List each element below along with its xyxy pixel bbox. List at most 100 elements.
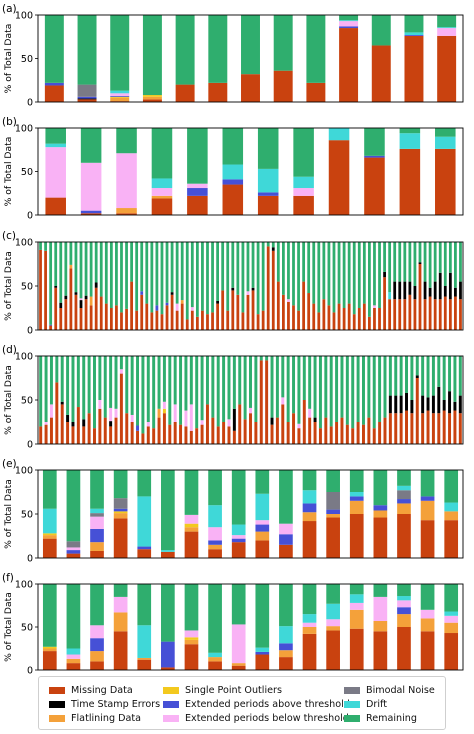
- bar-segment: [160, 242, 164, 315]
- bar-segment: [356, 422, 360, 444]
- bar-segment: [90, 513, 104, 517]
- bar-segment: [79, 300, 83, 308]
- bar-segment: [42, 470, 57, 509]
- bar-segment: [162, 401, 166, 409]
- bar-segment: [184, 637, 199, 640]
- bar-segment: [421, 413, 425, 444]
- bar-segment: [211, 312, 214, 330]
- bar-segment: [271, 250, 275, 330]
- bar-segment: [141, 433, 145, 444]
- bar-segment: [59, 308, 63, 330]
- bar-segment: [249, 407, 252, 414]
- bar-segment: [231, 542, 246, 558]
- legend-item-extended-above: Extended periods above threshold: [163, 699, 350, 710]
- bar-segment: [332, 242, 336, 313]
- bar-segment: [184, 426, 188, 444]
- bar-segment: [397, 614, 411, 627]
- bar-segment: [208, 549, 222, 558]
- bar-segment: [89, 296, 93, 306]
- bar-segment: [110, 90, 130, 94]
- bar-segment: [184, 356, 188, 411]
- bar-segment: [398, 242, 402, 282]
- bar-segment: [271, 247, 275, 251]
- bar-segment: [342, 242, 346, 308]
- bar-segment: [185, 242, 189, 320]
- bar-segment: [444, 622, 459, 634]
- bar-segment: [142, 99, 162, 102]
- bar-segment: [184, 470, 199, 515]
- bar-segment: [179, 424, 183, 444]
- bar-segment: [110, 97, 130, 102]
- bar-segment: [292, 413, 296, 444]
- bar-segment: [137, 584, 152, 626]
- bar-segment: [362, 356, 365, 425]
- bar-segment: [74, 292, 78, 295]
- bar-segment: [431, 413, 435, 444]
- bar-segment: [66, 658, 81, 664]
- bar-segment: [251, 287, 255, 291]
- bar-segment: [82, 419, 86, 427]
- bar-segment: [373, 305, 376, 308]
- bar-segment: [448, 242, 452, 273]
- y-axis-label: % of Total Data: [3, 365, 14, 435]
- bar-segment: [180, 242, 184, 301]
- bar-segment: [94, 282, 98, 288]
- y-tick-label: 50: [21, 167, 33, 178]
- bar-segment: [42, 651, 57, 670]
- bar-segment: [55, 382, 59, 444]
- bar-segment: [155, 242, 159, 306]
- y-axis-label: % of Total Data: [3, 479, 14, 549]
- bar-segment: [287, 299, 290, 302]
- bar-segment: [349, 628, 364, 670]
- bar-segment: [66, 547, 81, 551]
- bar-segment: [249, 356, 252, 408]
- bar-segment: [293, 176, 314, 189]
- bar-segment: [221, 290, 225, 330]
- bar-segment: [222, 128, 244, 165]
- bar-segment: [405, 410, 408, 444]
- bar-segment: [44, 250, 47, 330]
- bar-segment: [431, 356, 435, 396]
- bar-segment: [45, 143, 66, 148]
- bar-segment: [201, 310, 204, 330]
- bar-segment: [302, 633, 317, 670]
- legend-item-remaining: Remaining: [344, 713, 417, 724]
- bar-segment: [39, 242, 42, 250]
- bar-segment: [397, 596, 411, 601]
- bar-segment: [388, 299, 392, 330]
- bar-segment: [168, 424, 172, 444]
- bar-segment: [93, 356, 96, 429]
- bar-segment: [110, 93, 130, 96]
- bar-segment: [109, 421, 113, 427]
- y-tick-label: 50: [21, 281, 33, 292]
- bar-segment: [399, 128, 421, 134]
- bar-segment: [326, 584, 340, 604]
- bar-segment: [173, 404, 177, 422]
- bar-segment: [90, 550, 104, 558]
- bar-segment: [270, 356, 274, 418]
- bar-segment: [87, 413, 91, 444]
- bar-segment: [292, 242, 295, 306]
- bar-segment: [397, 490, 411, 500]
- bar-segment: [458, 356, 462, 396]
- bar-segment: [339, 28, 359, 102]
- bar-segment: [77, 98, 97, 100]
- bar-segment: [373, 470, 388, 506]
- bar-segment: [130, 422, 134, 444]
- bar-segment: [335, 356, 339, 422]
- bar-segment: [211, 356, 215, 418]
- bar-segment: [302, 627, 317, 634]
- bar-segment: [388, 413, 392, 444]
- bar-segment: [349, 496, 364, 501]
- bar-segment: [437, 28, 457, 36]
- bar-segment: [246, 242, 250, 292]
- legend-swatch-remaining: [344, 715, 360, 722]
- bar-segment: [362, 242, 366, 304]
- bar-segment: [241, 312, 245, 330]
- bar-segment: [251, 290, 255, 330]
- bar-segment: [420, 631, 435, 670]
- bar-segment: [399, 395, 403, 414]
- legend-item-drift: Drift: [344, 699, 387, 710]
- bar-segment: [281, 356, 285, 398]
- y-tick-label: 100: [15, 10, 33, 21]
